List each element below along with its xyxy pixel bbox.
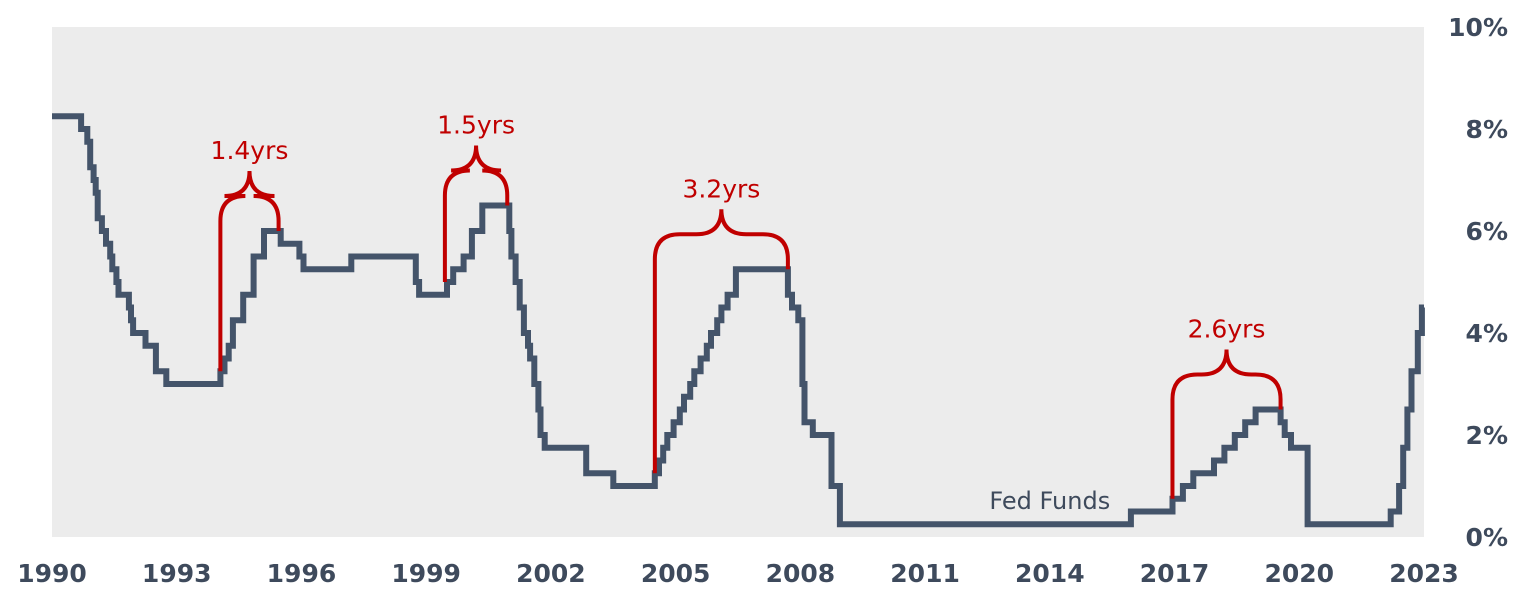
y-axis-ticks: 0% 2% 4% 6% 8% 10%: [1448, 13, 1508, 552]
annotation-bracket-3.2yrs: [652, 209, 790, 474]
series-line-fed-funds: [52, 113, 1425, 528]
annotation-layer: 1.4yrs 1.5yrs 3.2yrs 2.6yrs: [211, 111, 1283, 499]
x-tick-label-1996: 1996: [267, 559, 337, 588]
x-tick-label-2008: 2008: [766, 559, 836, 588]
x-axis-ticks: 1990 1993 1996 1999 2002 2005 2008 2011 2014 2017…: [17, 559, 1459, 588]
y-tick-label-4pct: 4%: [1466, 319, 1508, 348]
annotation-label-1.5yrs: 1.5yrs: [437, 111, 515, 140]
x-tick-label-2011: 2011: [890, 559, 960, 588]
annotation-bracket-2.6yrs: [1170, 349, 1283, 499]
annotation-label-2.6yrs: 2.6yrs: [1188, 315, 1266, 344]
y-tick-label-2pct: 2%: [1466, 421, 1508, 450]
series-label-fed-funds: Fed Funds: [989, 487, 1110, 515]
x-tick-label-2002: 2002: [516, 559, 586, 588]
x-tick-label-1990: 1990: [17, 559, 87, 588]
x-tick-label-1999: 1999: [391, 559, 461, 588]
y-tick-label-10pct: 10%: [1448, 13, 1508, 42]
x-tick-label-1993: 1993: [142, 559, 212, 588]
annotation-label-1.4yrs: 1.4yrs: [211, 136, 289, 165]
y-tick-label-0pct: 0%: [1466, 523, 1508, 552]
annotation-label-3.2yrs: 3.2yrs: [682, 174, 760, 203]
x-tick-label-2005: 2005: [641, 559, 711, 588]
x-tick-label-2014: 2014: [1015, 559, 1085, 588]
y-tick-label-6pct: 6%: [1466, 217, 1508, 246]
x-tick-label-2023: 2023: [1389, 559, 1459, 588]
y-tick-label-8pct: 8%: [1466, 115, 1508, 144]
annotation-bracket-1.5yrs: [442, 145, 510, 282]
annotation-bracket-1.4yrs: [218, 170, 281, 372]
x-tick-label-2017: 2017: [1140, 559, 1210, 588]
x-tick-label-2020: 2020: [1264, 559, 1334, 588]
series-layer: [52, 113, 1425, 528]
